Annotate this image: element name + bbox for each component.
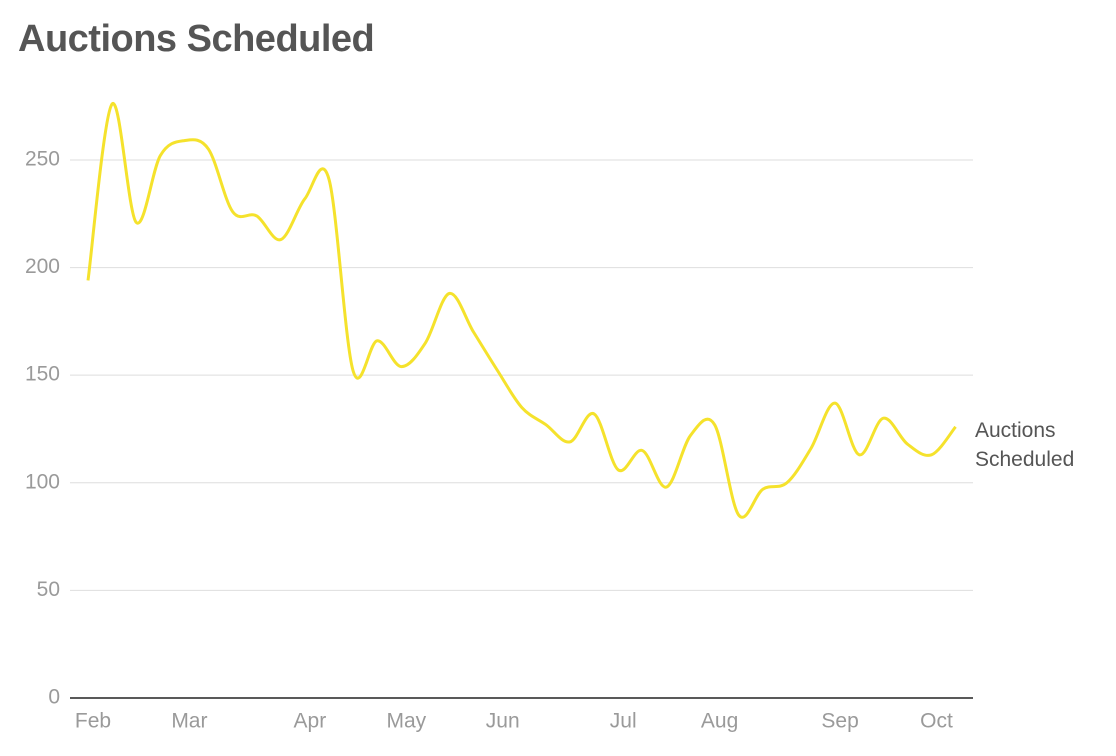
x-tick-label: Jun <box>486 710 520 733</box>
x-tick-label: Jul <box>610 710 637 733</box>
x-tick-label: Apr <box>294 710 327 733</box>
x-tick-label: Sep <box>821 710 858 733</box>
line-series <box>86 102 957 519</box>
x-tick-label: May <box>386 710 426 733</box>
y-tick-label: 50 <box>37 578 60 601</box>
x-tick-label: Feb <box>75 710 111 733</box>
x-tick-label: Oct <box>920 710 953 733</box>
y-tick-label: 250 <box>25 148 60 171</box>
y-tick-label: 200 <box>25 255 60 278</box>
series-label: Auctions Scheduled <box>975 419 1075 471</box>
x-tick-label: Mar <box>171 710 207 733</box>
y-tick-label: 0 <box>48 686 60 709</box>
y-tick-label: 150 <box>25 363 60 386</box>
y-tick-label: 100 <box>25 470 60 493</box>
x-tick-label: Aug <box>701 710 738 733</box>
chart-title: Auctions Scheduled <box>18 18 375 60</box>
